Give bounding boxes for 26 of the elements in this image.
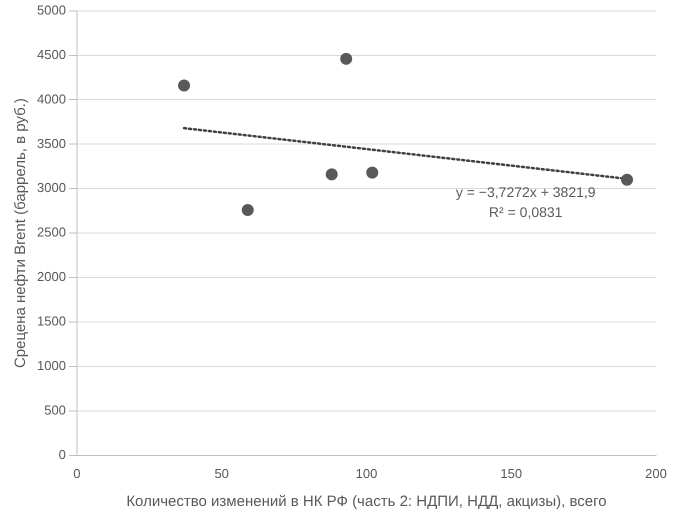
annotation: R² = 0,0831 — [488, 204, 563, 220]
y-tick-label: 4000 — [37, 91, 66, 106]
y-tick-label: 4500 — [37, 46, 66, 62]
x-tick-label: 200 — [645, 466, 667, 481]
point — [326, 168, 338, 180]
annotation: y = −3,7272x + 3821,9 — [456, 184, 596, 200]
y-tick-label: 2500 — [37, 224, 66, 240]
y-tick-label: 2000 — [37, 269, 66, 284]
y-tick-label: 1000 — [37, 358, 66, 374]
x-axis-title: Количество изменений в НК РФ (часть 2: НДПИ, НДД, акцизы), всего — [126, 493, 607, 510]
x-tick-label: 150 — [500, 466, 522, 481]
y-tick-label: 3500 — [37, 136, 66, 151]
point — [340, 52, 352, 65]
point — [242, 204, 254, 216]
y-tick-label: 1500 — [37, 314, 66, 329]
point — [621, 174, 634, 186]
point — [366, 166, 378, 179]
x-tick-label: 0 — [73, 466, 81, 481]
point — [178, 79, 190, 92]
y-tick-label: 5000 — [37, 2, 66, 18]
y-tick-label: 0 — [58, 446, 66, 462]
y-tick-label: 500 — [44, 402, 66, 418]
y-tick-label: 3000 — [37, 180, 66, 196]
x-tick-label: 100 — [356, 466, 378, 481]
y-axis-title: Срецена нефти Brent (баррель, в руб.) — [12, 98, 30, 368]
x-tick-label: 50 — [214, 466, 229, 481]
